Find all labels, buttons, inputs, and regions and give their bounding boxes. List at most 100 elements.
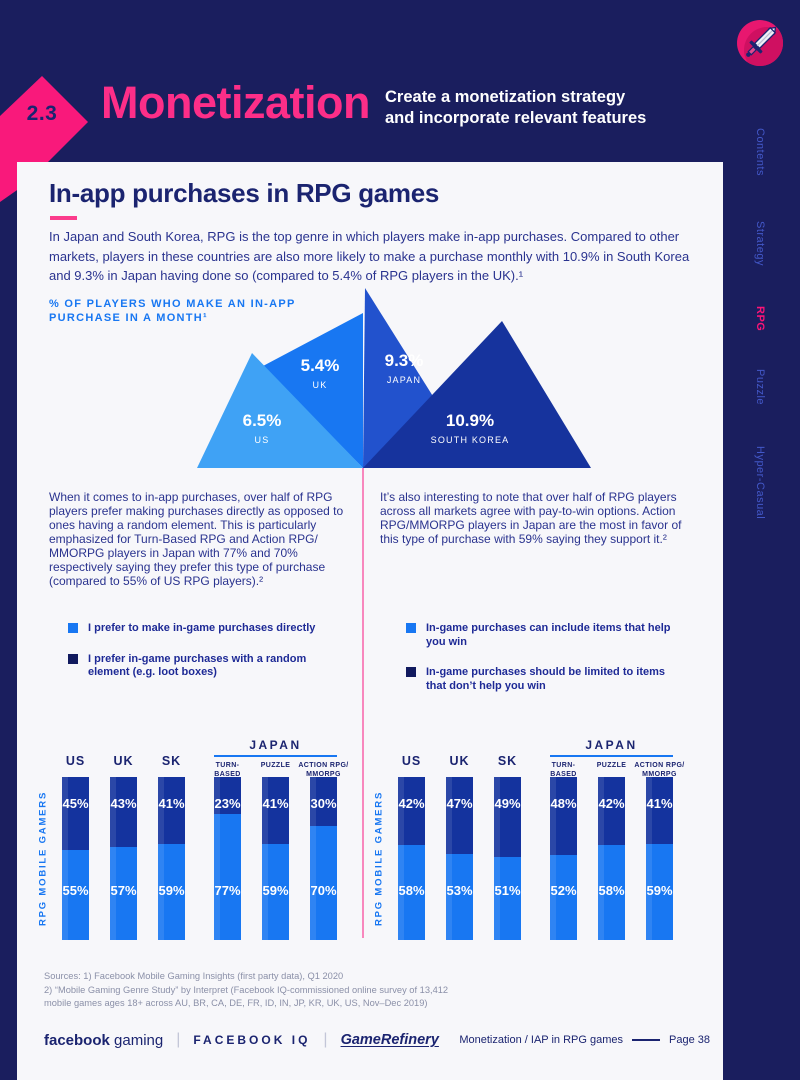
pyramid-caption-line-1: % OF PLAYERS WHO MAKE AN IN-APP [49, 298, 296, 310]
sidebar-item-contents[interactable]: Contents [754, 128, 766, 177]
sources-line-3: mobile games ages 18+ across AU, BR, CA,… [44, 998, 428, 1008]
bar-value-top: 45% [62, 796, 89, 811]
bar-segment-top [446, 777, 473, 854]
bar-segment-top [550, 777, 577, 856]
bar-value-top: 23% [214, 796, 241, 811]
bar-value-top: 43% [110, 796, 137, 811]
legend-item: I prefer in-game purchases with a random… [68, 653, 358, 680]
bar-value-top: 41% [646, 796, 673, 811]
section-number: 2.3 [26, 102, 58, 125]
bar-value-bottom: 51% [494, 883, 521, 898]
pyramid-value: 6.5% [242, 411, 282, 430]
pyramid-label-south-korea: 10.9% SOUTH KOREA [424, 411, 516, 445]
bar-value-bottom: 58% [398, 883, 425, 898]
sidebar-item-hyper-casual[interactable]: Hyper-Casual [754, 446, 766, 520]
legend-left: I prefer to make in-game purchases direc… [68, 622, 358, 697]
bar-value-bottom: 55% [62, 883, 89, 898]
sidebar-item-puzzle[interactable]: Puzzle [754, 369, 766, 406]
category-label-uk: UK [449, 754, 470, 768]
pyramid-chart [197, 288, 591, 468]
bar-value-top: 41% [158, 796, 185, 811]
category-label-us: US [401, 754, 422, 768]
category-label-turn-based: TURN- BASED [550, 762, 577, 778]
legend-item: I prefer to make in-game purchases direc… [68, 622, 358, 636]
sources-note: Sources: 1) Facebook Mobile Gaming Insig… [44, 970, 448, 1011]
legend-swatch [68, 623, 78, 633]
bar-action-rpg-mmorpg: 41% 59% [646, 777, 673, 940]
bar-sk: 49% 51% [494, 777, 521, 940]
triangle-south-korea [363, 321, 591, 468]
bar-segment-top [62, 777, 89, 851]
bar-value-bottom: 52% [550, 883, 577, 898]
bar-sk: 41% 59% [158, 777, 185, 940]
bar-uk: 47% 53% [446, 777, 473, 940]
sidebar-item-strategy[interactable]: Strategy [754, 221, 766, 266]
pyramid-country: UK [312, 380, 328, 390]
legend-item: In-game purchases should be limited to i… [406, 666, 696, 693]
bar-value-bottom: 59% [646, 883, 673, 898]
page-ref-label: Monetization / IAP in RPG games [459, 1034, 624, 1046]
bar-turn-based: 23% 77% [214, 777, 241, 940]
pyramid-value: 9.3% [384, 351, 424, 370]
category-label-action-rpg-mmorpg: ACTION RPG/MMORPG [298, 762, 349, 778]
chart-y-axis-label: RPG MOBILE GAMERS [373, 790, 385, 927]
left-column-paragraph: When it comes to in-app purchases, over … [49, 490, 344, 588]
page-footer: facebook gaming | FACEBOOK IQ | GameRefi… [44, 1031, 710, 1049]
pyramid-value: 10.9% [445, 411, 495, 430]
japan-group-header: JAPAN [249, 738, 302, 752]
legend-right: In-game purchases can include items that… [406, 622, 696, 710]
subtitle-line-1: Create a monetization strategy [385, 88, 626, 106]
bar-us: 45% 55% [62, 777, 89, 940]
pyramid-country: JAPAN [386, 375, 422, 385]
sword-icon [737, 20, 783, 66]
category-label-puzzle: PUZZLE [260, 762, 291, 769]
bar-value-bottom: 77% [214, 883, 241, 898]
legend-label: In-game purchases should be limited to i… [426, 666, 665, 692]
bar-value-bottom: 58% [598, 883, 625, 898]
bar-value-bottom: 57% [110, 883, 137, 898]
bar-value-top: 41% [262, 796, 289, 811]
category-label-puzzle: PUZZLE [596, 762, 627, 769]
sidebar-item-rpg[interactable]: RPG [754, 306, 766, 332]
bar-value-top: 49% [494, 796, 521, 811]
page-number: Page 38 [669, 1034, 710, 1046]
legend-item: In-game purchases can include items that… [406, 622, 696, 649]
legend-label: I prefer in-game purchases with a random… [88, 652, 307, 679]
bar-chart-pay-to-win: RPG MOBILE GAMERS JAPAN US 42% 58% UK 47% 53% SK… [366, 735, 696, 950]
gaming-wordmark: gaming [114, 1031, 164, 1049]
page-reference: Monetization / IAP in RPG games Page 38 [459, 1034, 710, 1046]
legend-swatch [406, 667, 416, 677]
pyramid-label-uk: 5.4% UK [286, 356, 354, 390]
facebook-iq-logo: FACEBOOK IQ [193, 1033, 311, 1047]
bar-action-rpg-mmorpg: 30% 70% [310, 777, 337, 940]
bar-puzzle: 41% 59% [262, 777, 289, 940]
category-label-turn-based: TURN- BASED [214, 762, 241, 778]
triangle-us [197, 353, 363, 468]
column-divider [361, 468, 364, 938]
legend-label: In-game purchases can include items that… [426, 622, 671, 648]
chart-y-axis-label: RPG MOBILE GAMERS [37, 790, 49, 927]
legend-swatch [406, 623, 416, 633]
bar-uk: 43% 57% [110, 777, 137, 940]
brand-logos: facebook gaming | FACEBOOK IQ | GameRefi… [44, 1031, 439, 1049]
sources-line-1: Sources: 1) Facebook Mobile Gaming Insig… [44, 971, 344, 981]
right-column-paragraph: It’s also interesting to note that over … [380, 490, 682, 546]
triangle-uk [263, 313, 363, 468]
bar-value-bottom: 70% [310, 883, 337, 898]
pyramid-country: SOUTH KOREA [430, 435, 510, 445]
pyramid-label-us: 6.5% US [227, 411, 297, 445]
facebook-wordmark: facebook [44, 1031, 110, 1049]
category-label-sk: SK [161, 754, 182, 768]
sources-line-2: 2) “Mobile Gaming Genre Study” by Interp… [44, 984, 449, 995]
japan-group-header: JAPAN [585, 738, 638, 752]
pyramid-caption: % OF PLAYERS WHO MAKE AN IN-APP PURCHASE… [49, 297, 296, 325]
pyramid-country: US [254, 435, 270, 445]
facebook-gaming-logo: facebook gaming [44, 1032, 163, 1049]
japan-group-line [214, 754, 337, 757]
bar-value-bottom: 53% [446, 883, 473, 898]
pyramid-caption-line-2: PURCHASE IN A MONTH¹ [49, 312, 209, 324]
gamerefinery-logo: GameRefinery [340, 1032, 439, 1048]
legend-label: I prefer to make in-game purchases direc… [88, 622, 316, 634]
bar-value-top: 30% [310, 796, 337, 811]
bar-puzzle: 42% 58% [598, 777, 625, 940]
